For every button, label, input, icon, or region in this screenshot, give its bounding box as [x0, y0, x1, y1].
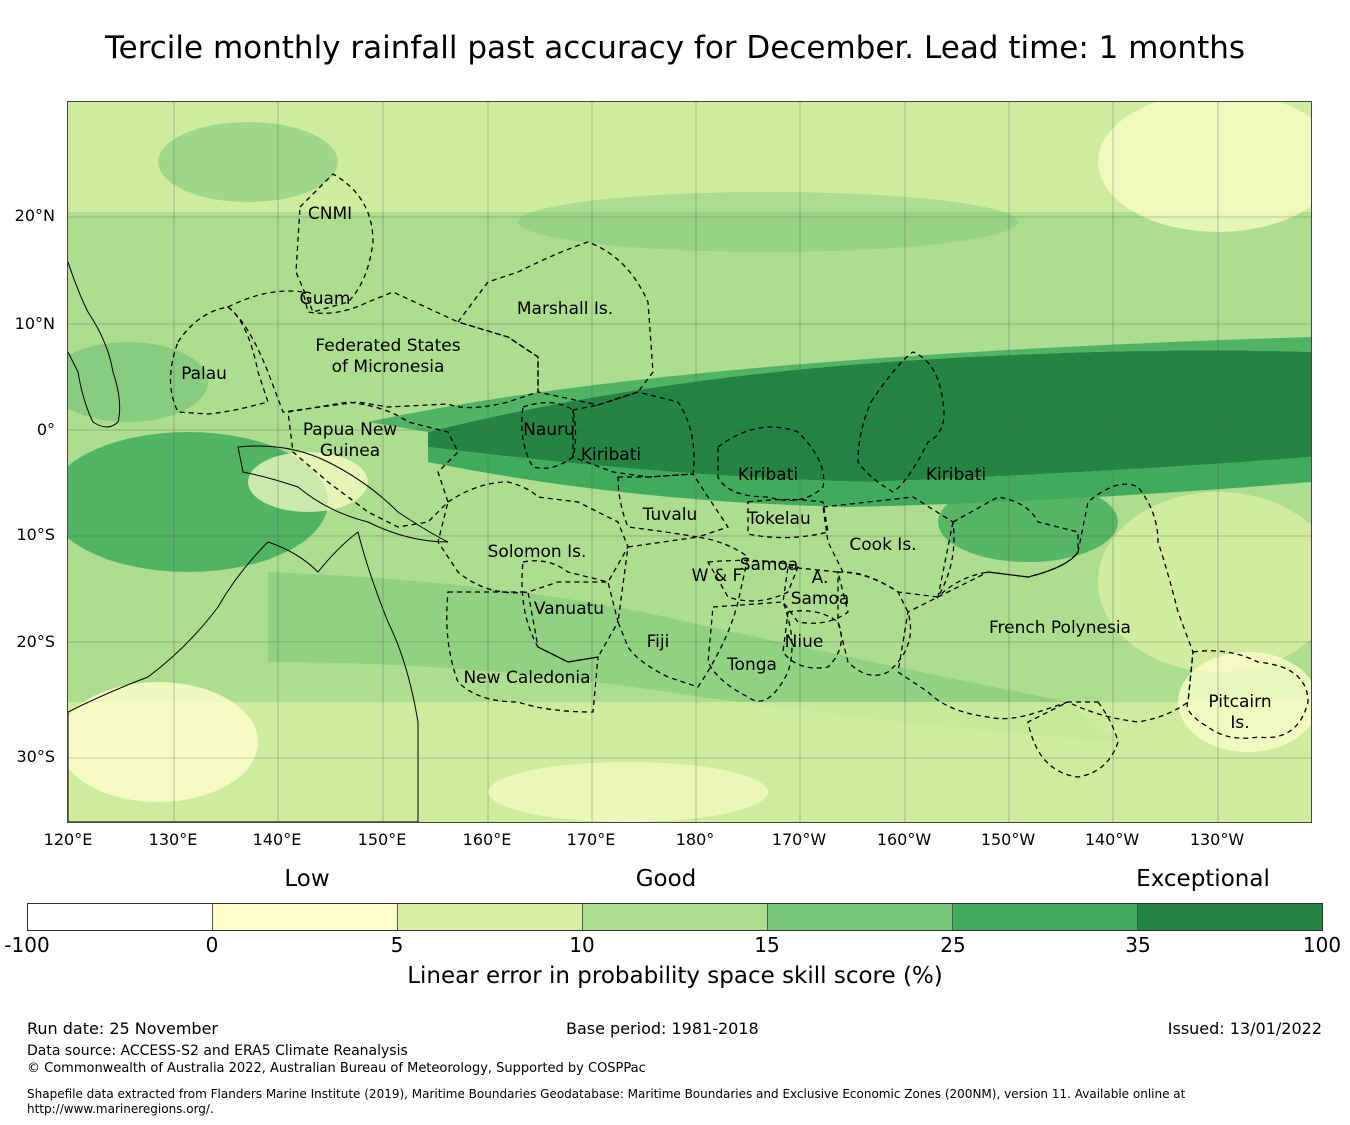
label-fsm-line1: Federated States [315, 336, 460, 356]
copyright: © Commonwealth of Australia 2022, Austra… [27, 1061, 646, 1076]
lat-label-20s: 20°S [16, 632, 55, 651]
colorbar-tick: -100 [4, 933, 50, 957]
eez-pitcairn-extension [1027, 701, 1119, 778]
lon-label-120e: 120°E [43, 830, 93, 849]
colorbar-tick: 100 [1302, 933, 1342, 957]
eez-cook-north [822, 496, 955, 598]
eez-fiji [617, 536, 749, 688]
eez-new-caledonia [446, 591, 599, 713]
legend-category-good: Good [635, 866, 697, 892]
eez-samoa [782, 566, 849, 624]
eez-kiribati-line [857, 351, 945, 493]
label-marshall: Marshall Is. [517, 299, 613, 319]
colorbar-segment [953, 904, 1138, 930]
lon-label-140w: 140°W [1084, 830, 1140, 849]
eez-marshall [456, 241, 654, 406]
label-kiribati-phoenix: Kiribati [738, 465, 798, 485]
label-guam: Guam [300, 289, 351, 309]
lat-label-10s: 10°S [16, 525, 55, 544]
label-french-polynesia: French Polynesia [989, 618, 1131, 638]
eez-cnmi [295, 173, 374, 313]
eez-fp-north [936, 496, 1079, 599]
shapefile-credit: Shapefile data extracted from Flanders M… [27, 1087, 1186, 1101]
colorbar-tick: 10 [569, 933, 595, 957]
label-tuvalu: Tuvalu [642, 505, 698, 525]
label-palau: Palau [181, 364, 227, 384]
eez-pitcairn [1186, 650, 1309, 739]
lon-label-170w: 170°W [771, 830, 827, 849]
eez-tokelau [747, 498, 829, 539]
eez-tonga [707, 601, 793, 702]
label-pitcairn-line1: Pitcairn [1208, 692, 1271, 712]
lat-label-20n: 20°N [14, 206, 55, 225]
run-date: Run date: 25 November [27, 1019, 218, 1038]
colorbar-segment [583, 904, 768, 930]
lon-label-160w: 160°W [876, 830, 932, 849]
lon-label-130e: 130°E [148, 830, 198, 849]
eez-vanuatu [521, 560, 619, 663]
region-labels: CNMI Guam Marshall Is. Federated States … [181, 204, 1272, 733]
label-pitcairn-line2: Is. [1230, 713, 1249, 733]
label-png-line2: Guinea [320, 441, 380, 461]
legend-category-low: Low [284, 866, 330, 892]
lon-label-170e: 170°E [566, 830, 616, 849]
lon-label-150e: 150°E [357, 830, 407, 849]
colorbar-tick: 5 [390, 933, 404, 957]
base-period: Base period: 1981-2018 [566, 1019, 759, 1038]
data-source: Data source: ACCESS-S2 and ERA5 Climate … [27, 1043, 408, 1059]
eez-tuvalu [617, 473, 730, 538]
eez-niue [782, 610, 842, 669]
label-wallis-futuna: W & F [692, 566, 743, 586]
lat-label-10n: 10°N [14, 314, 55, 333]
label-cnmi: CNMI [308, 204, 352, 224]
lat-label-30s: 30°S [16, 747, 55, 766]
colorbar-segment [1138, 904, 1322, 930]
lon-label-150w: 150°W [980, 830, 1036, 849]
colorbar-segment [398, 904, 583, 930]
colorbar-title: Linear error in probability space skill … [407, 963, 943, 989]
map-canvas: CNMI Guam Marshall Is. Federated States … [68, 102, 1311, 822]
colorbar-segment [28, 904, 213, 930]
lon-label-140e: 140°E [252, 830, 302, 849]
skill-score-map: CNMI Guam Marshall Is. Federated States … [67, 101, 1312, 823]
label-new-caledonia: New Caledonia [463, 668, 590, 688]
colorbar [27, 903, 1323, 931]
eez-png [287, 401, 459, 528]
label-solomon: Solomon Is. [488, 542, 587, 562]
issued-date: Issued: 13/01/2022 [1167, 1019, 1322, 1038]
label-niue: Niue [785, 632, 824, 652]
colorbar-tick: 35 [1125, 933, 1151, 957]
colorbar-segment [768, 904, 953, 930]
lon-label-180: 180° [675, 830, 715, 849]
label-cook-is: Cook Is. [849, 535, 916, 555]
eez-wallis-futuna [706, 559, 799, 602]
label-tokelau: Tokelau [746, 509, 811, 529]
label-nauru: Nauru [523, 420, 575, 440]
label-fiji: Fiji [647, 632, 670, 652]
legend-category-exceptional: Exceptional [1136, 866, 1270, 892]
lat-label-0: 0° [36, 420, 55, 439]
eez-palau [169, 306, 269, 415]
label-png-line1: Papua New [303, 420, 397, 440]
label-kiribati-line: Kiribati [926, 465, 986, 485]
label-fsm-line2: of Micronesia [332, 357, 445, 377]
lon-label-160e: 160°E [462, 830, 512, 849]
colorbar-tick: 25 [940, 933, 966, 957]
label-tonga: Tonga [726, 655, 777, 675]
lon-label-130w: 130°W [1189, 830, 1245, 849]
eez-cook-south [837, 571, 912, 676]
label-american-samoa-line2: Samoa [791, 589, 850, 609]
shapefile-url: http://www.marineregions.org/. [27, 1102, 214, 1116]
label-american-samoa-line1: A. [812, 568, 829, 588]
colorbar-tick: 0 [205, 933, 219, 957]
colorbar-segment [213, 904, 398, 930]
map-title: Tercile monthly rainfall past accuracy f… [104, 30, 1246, 66]
label-vanuatu: Vanuatu [534, 599, 604, 619]
label-kiribati-west: Kiribati [581, 445, 641, 465]
label-samoa: Samoa [740, 555, 799, 575]
eez-french-polynesia [897, 483, 1194, 723]
colorbar-tick: 15 [754, 933, 780, 957]
eez-kiribati-phoenix [717, 426, 825, 501]
